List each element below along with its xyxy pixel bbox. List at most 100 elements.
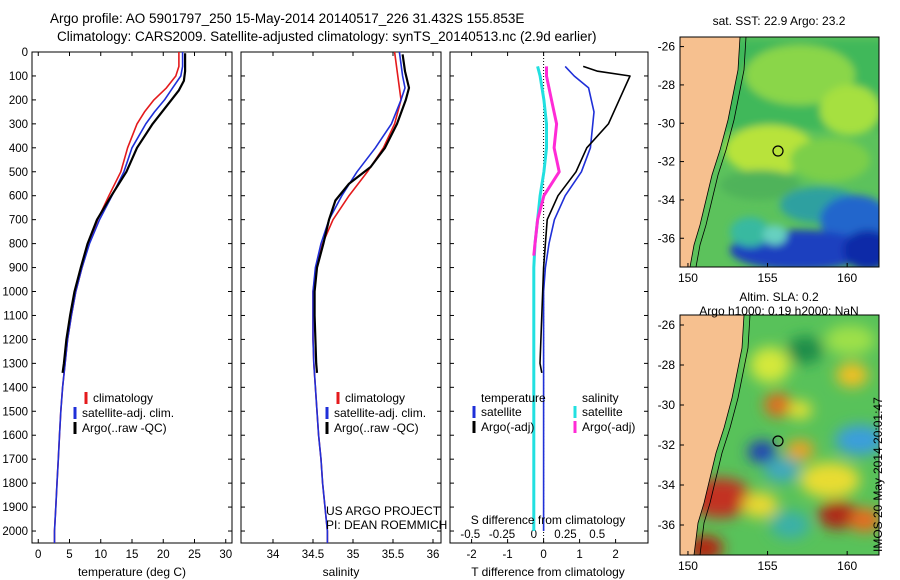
x-tick-label: 2 — [612, 549, 618, 561]
difference-legend: temperature salinity satellite Argo(-adj… — [472, 391, 635, 434]
sla-land — [680, 315, 744, 555]
depth-tick-label: 100 — [9, 71, 28, 83]
series-line — [539, 65, 631, 374]
series-line — [542, 65, 595, 531]
profile-lines — [53, 51, 631, 543]
sst-argo-marker — [772, 145, 784, 157]
x-tick-label: -1 — [502, 549, 512, 561]
map-y-tick-label: -30 — [658, 116, 676, 130]
depth-tick-label: 1000 — [2, 287, 28, 299]
sla-map — [680, 315, 879, 555]
depth-tick-label: 1400 — [2, 382, 28, 394]
x-tick-label: 1 — [576, 549, 582, 561]
temperature-legend: climatology satellite-adj. clim. Argo(..… — [73, 391, 174, 435]
map-y-tick-label: -26 — [658, 318, 676, 332]
map-y-tick-label: -34 — [658, 193, 676, 207]
sla-map-subtitle: Argo h1000: 0.19 h2000: NaN — [699, 304, 858, 318]
depth-tick-label: 1300 — [2, 358, 28, 370]
legend-temperature-satellite: satellite — [481, 405, 522, 419]
depth-tick-label: 700 — [9, 215, 28, 227]
figure-title-line1: Argo profile: AO 5901797_250 15-May-2014… — [50, 11, 525, 26]
depth-tick-label: 1700 — [2, 454, 28, 466]
s-difference-tick-label: 0 — [531, 529, 537, 541]
s-difference-tick-label: -0.25 — [489, 529, 515, 541]
legend-header-salinity: salinity — [582, 391, 619, 405]
map-y-tick-label: -32 — [658, 438, 676, 452]
x-tick-label: 15 — [126, 549, 139, 561]
t-difference-xlabel: T difference from climatology — [471, 565, 625, 579]
salinity-legend-argo: Argo(..raw -QC) — [334, 421, 419, 435]
sst-map-title: sat. SST: 22.9 Argo: 23.2 — [713, 14, 846, 28]
project-line2: PI: DEAN ROEMMICH — [326, 518, 447, 532]
depth-tick-label: 300 — [9, 119, 28, 131]
s-difference-tick-label: 0.5 — [589, 529, 605, 541]
series-line — [532, 66, 561, 256]
salinity-xlabel: salinity — [323, 565, 360, 579]
s-difference-tick-label: 0.25 — [554, 529, 576, 541]
sst-isobath — [695, 37, 747, 267]
sst-map — [680, 37, 879, 267]
x-tick-label: 35.5 — [382, 549, 404, 561]
sla-isobath — [699, 315, 751, 555]
legend-salinity-satellite: satellite — [582, 405, 623, 419]
series-line — [532, 66, 548, 531]
depth-tick-label: 1200 — [2, 334, 28, 346]
x-tick-label: 30 — [219, 549, 232, 561]
salinity-legend-satellite: satellite-adj. clim. — [334, 406, 426, 420]
x-tick-label: 25 — [188, 549, 201, 561]
project-line1: US ARGO PROJECT — [326, 504, 441, 518]
map-y-tick-label: -34 — [658, 478, 676, 492]
x-ticks: 0 5 10 15 20 25 30 34 34.5 35 35.5 36 -2 -1 0 1 2 -0.5 -0.… — [35, 52, 619, 561]
series-line — [312, 51, 406, 543]
map-y-tick-label: -32 — [658, 155, 676, 169]
sla-argo-marker — [772, 435, 784, 447]
legend-header-temperature: temperature — [481, 391, 546, 405]
s-difference-xlabel: S difference from climatology — [471, 513, 626, 527]
depth-tick-label: 1500 — [2, 406, 28, 418]
salinity-legend: climatology satellite-adj. clim. Argo(..… — [325, 391, 426, 435]
depth-tick-label: 200 — [9, 95, 28, 107]
map-y-tick-label: -36 — [658, 518, 676, 532]
sst-coastline — [689, 37, 741, 267]
x-tick-label: 34 — [267, 549, 280, 561]
depth-tick-label: 2000 — [2, 526, 28, 538]
x-tick-label: 10 — [94, 549, 107, 561]
depth-tick-label: 900 — [9, 263, 28, 275]
salinity-axes — [240, 51, 442, 544]
legend-salinity-argo: Argo(-adj) — [582, 420, 635, 434]
map-y-tick-label: -30 — [658, 398, 676, 412]
map-x-tick-label: 160 — [837, 271, 857, 285]
sla-map-title: Altim. SLA: 0.2 — [739, 290, 819, 304]
x-tick-label: 5 — [66, 549, 72, 561]
temperature-legend-climatology: climatology — [93, 391, 153, 405]
imos-timestamp: IMOS 20-May-2014 20:01:47 — [871, 397, 885, 552]
x-tick-label: 0 — [540, 549, 546, 561]
depth-tick-label: 400 — [9, 143, 28, 155]
x-tick-label: -2 — [466, 549, 476, 561]
sla-coastline — [693, 315, 745, 555]
x-tick-label: 0 — [35, 549, 41, 561]
series-line — [61, 53, 187, 374]
figure-title-line2: Climatology: CARS2009. Satellite-adjuste… — [57, 29, 597, 44]
map-y-tick-label: -36 — [658, 231, 676, 245]
depth-tick-label: 1900 — [2, 502, 28, 514]
map-x-tick-label: 150 — [678, 559, 698, 573]
series-line — [313, 54, 411, 373]
depth-tick-label: 800 — [9, 239, 28, 251]
temperature-legend-argo: Argo(..raw -QC) — [82, 421, 167, 435]
map-x-tick-label: 155 — [758, 559, 778, 573]
map-y-tick-label: -26 — [658, 40, 676, 54]
legend-temperature-argo: Argo(-adj) — [481, 420, 534, 434]
map-x-tick-label: 160 — [837, 559, 857, 573]
depth-tick-label: 0 — [22, 47, 28, 59]
salinity-legend-climatology: climatology — [345, 391, 405, 405]
map-x-tick-label: 150 — [678, 271, 698, 285]
map-x-tick-label: 155 — [758, 271, 778, 285]
x-tick-label: 36 — [427, 549, 440, 561]
x-tick-label: 34.5 — [302, 549, 324, 561]
depth-tick-label: 1800 — [2, 478, 28, 490]
map-ticks: 150 155 160 -26 -28 -30 -32 -34 -36 150 155 160 -26 -… — [658, 40, 858, 573]
depth-tick-label: 600 — [9, 191, 28, 203]
temperature-xlabel: temperature (deg C) — [78, 565, 186, 579]
depth-tick-label: 1600 — [2, 430, 28, 442]
